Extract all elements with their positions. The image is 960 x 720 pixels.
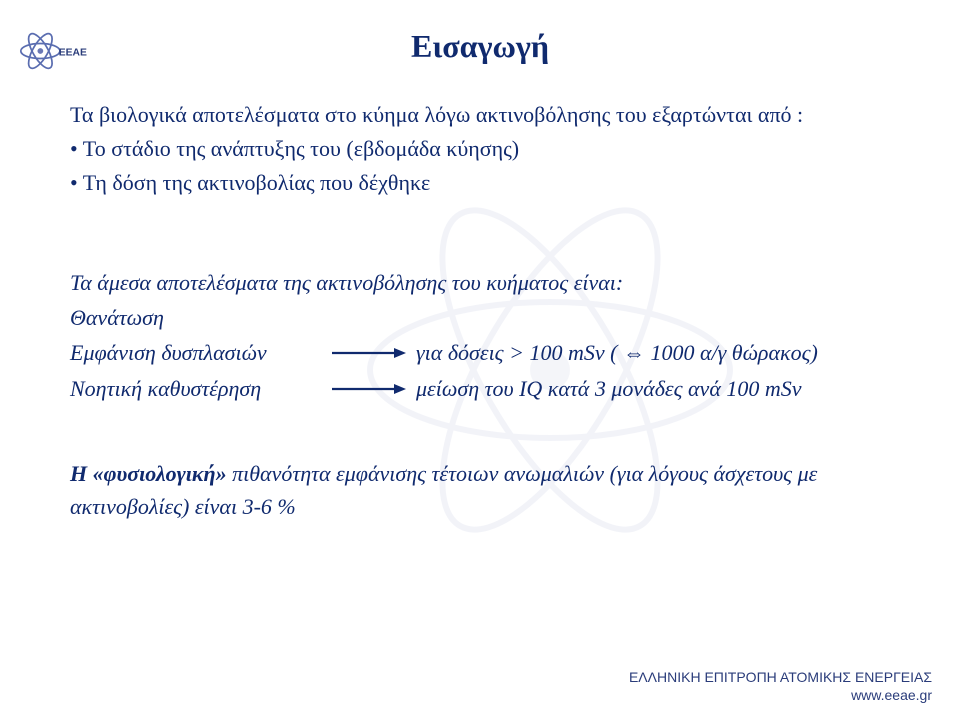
intro-line: Τα βιολογικά αποτελέσματα στο κύημα λόγω… xyxy=(70,98,890,132)
mid-label-3: Νοητική καθυστέρηση xyxy=(70,371,316,406)
footer-url: www.eeae.gr xyxy=(629,687,932,705)
mid-rhs-3: μείωση του IQ κατά 3 μονάδες ανά 100 mSv xyxy=(416,371,802,406)
footer-org: ΕΛΛΗΝΙΚΗ ΕΠΙΤΡΟΠΗ ΑΤΟΜΙΚΗΣ ΕΝΕΡΓΕΙΑΣ xyxy=(629,669,932,687)
arrow-icon xyxy=(332,371,406,406)
mid-row-1: Θανάτωση xyxy=(70,300,890,335)
bottom-bold: Η «φυσιολογική» xyxy=(70,461,227,486)
arrow-icon xyxy=(332,335,406,370)
slide: ΕΕΑΕ Εισαγωγή Τα βιολογικά αποτελέσματα … xyxy=(0,0,960,720)
bullet-2: • Τη δόση της ακτινοβολίας που δέχθηκε xyxy=(70,166,890,200)
slide-title: Εισαγωγή xyxy=(0,28,960,65)
mid-label-1: Θανάτωση xyxy=(70,300,164,335)
bullet-1: • Το στάδιο της ανάπτυξης του (εβδομάδα … xyxy=(70,132,890,166)
mid-rhs-2: για δόσεις > 100 mSv ( ⇔ 1000 α/γ θώρακο… xyxy=(416,335,818,370)
bottom-note: Η «φυσιολογική» πιθανότητα εμφάνισης τέτ… xyxy=(70,457,890,523)
mid-block: Τα άμεσα αποτελέσματα της ακτινοβόλησης … xyxy=(70,265,890,406)
mid-row-3: Νοητική καθυστέρηση μείωση του IQ κατά 3… xyxy=(70,371,890,406)
footer: ΕΛΛΗΝΙΚΗ ΕΠΙΤΡΟΠΗ ΑΤΟΜΙΚΗΣ ΕΝΕΡΓΕΙΑΣ www… xyxy=(629,669,932,704)
mid-label-2: Εμφάνιση δυσπλασιών xyxy=(70,335,316,370)
mid-row-2: Εμφάνιση δυσπλασιών για δόσεις > 100 mSv… xyxy=(70,335,890,370)
intro-block: Τα βιολογικά αποτελέσματα στο κύημα λόγω… xyxy=(70,98,890,200)
mid-lead: Τα άμεσα αποτελέσματα της ακτινοβόλησης … xyxy=(70,265,890,300)
mid-lead-text: Τα άμεσα αποτελέσματα της ακτινοβόλησης … xyxy=(70,265,623,300)
